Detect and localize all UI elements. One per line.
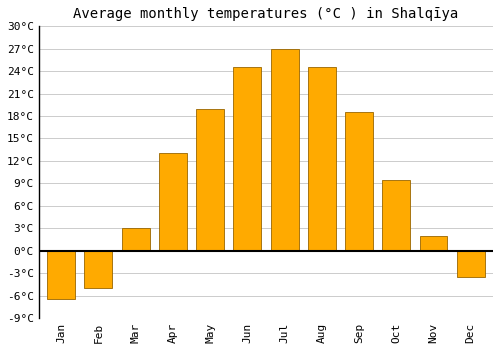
Bar	[420, 236, 448, 251]
Title: Average monthly temperatures (°C ) in Shalqīya: Average monthly temperatures (°C ) in Sh…	[74, 7, 458, 21]
Bar	[84, 251, 112, 288]
Bar	[345, 112, 373, 251]
Bar	[47, 251, 75, 299]
Bar	[234, 68, 262, 251]
Bar	[196, 108, 224, 251]
Bar	[159, 153, 187, 251]
Bar	[308, 68, 336, 251]
Bar	[457, 251, 484, 277]
Bar	[382, 180, 410, 251]
Bar	[122, 228, 150, 251]
Bar	[270, 49, 298, 251]
